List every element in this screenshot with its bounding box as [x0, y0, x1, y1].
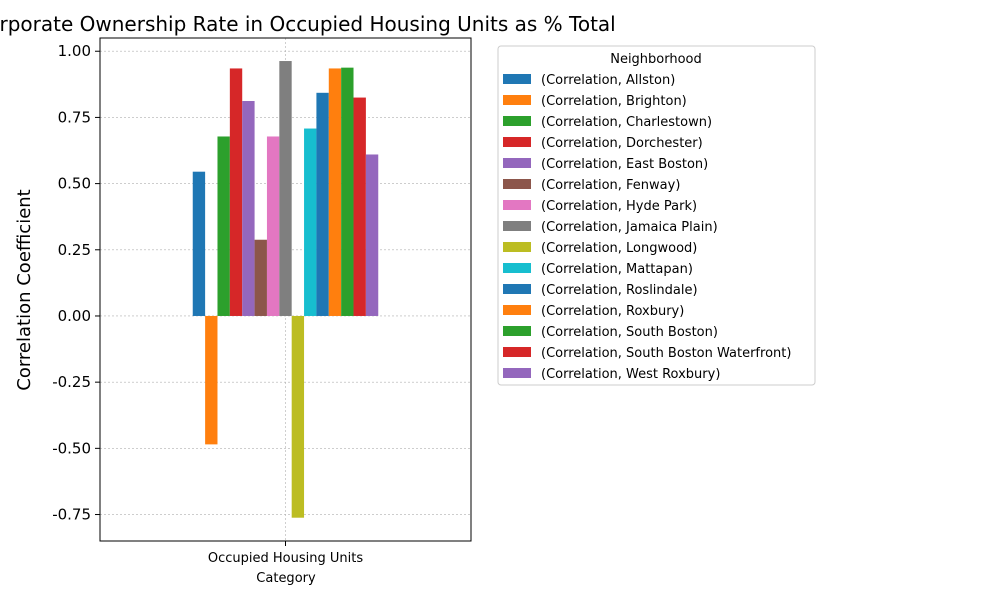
legend-swatch — [503, 200, 531, 210]
x-axis-label: Category — [256, 571, 316, 586]
y-tick-label: 0.25 — [58, 241, 91, 259]
y-tick-label: 0.75 — [58, 108, 91, 126]
legend-label: (Correlation, Hyde Park) — [541, 199, 697, 214]
bars — [192, 61, 379, 518]
x-axis-ticks: Occupied Housing Units — [208, 541, 363, 566]
legend-swatch — [503, 347, 531, 357]
bar — [365, 154, 379, 316]
y-axis-ticks: -0.75 -0.50 -0.25 0.00 0.25 0.50 0.75 1.00 — [52, 42, 100, 524]
legend-label: (Correlation, Longwood) — [541, 241, 697, 256]
bar — [341, 67, 354, 316]
y-tick-label: 0.00 — [58, 307, 91, 325]
x-tick-label: Occupied Housing Units — [208, 551, 363, 566]
legend-swatch — [503, 221, 531, 231]
legend-label: (Correlation, Roxbury) — [541, 304, 684, 319]
legend-swatch — [503, 158, 531, 168]
legend-swatch — [503, 368, 531, 378]
legend-label: (Correlation, West Roxbury) — [541, 367, 720, 382]
bar — [353, 97, 366, 316]
chart-title: h Corporate Ownership Rate in Occupied H… — [0, 12, 616, 36]
bar — [291, 315, 305, 518]
bar — [279, 61, 292, 316]
legend-items: (Correlation, Allston) (Correlation, Brig… — [503, 73, 791, 382]
legend-swatch — [503, 179, 531, 189]
legend-label: (Correlation, South Boston Waterfront) — [541, 346, 791, 361]
legend: Neighborhood (Correlation, Allston)(Corr… — [497, 45, 816, 386]
legend-label: (Correlation, Fenway) — [541, 178, 680, 193]
legend-swatch — [503, 284, 531, 294]
y-tick-label: -0.50 — [52, 439, 91, 457]
legend-swatch — [503, 137, 531, 147]
bar — [304, 128, 317, 316]
legend-label: (Correlation, South Boston) — [541, 325, 718, 340]
bar — [316, 92, 329, 316]
bar — [328, 68, 342, 316]
y-tick-label: 1.00 — [58, 42, 91, 60]
bar — [254, 239, 267, 316]
legend-label: (Correlation, Brighton) — [541, 94, 687, 109]
legend-swatch — [503, 95, 531, 105]
bar — [192, 171, 206, 316]
legend-label: (Correlation, East Boston) — [541, 157, 708, 172]
legend-swatch — [503, 326, 531, 336]
bar — [205, 315, 218, 445]
legend-label: (Correlation, Mattapan) — [541, 262, 693, 277]
legend-label: (Correlation, Allston) — [541, 73, 675, 88]
legend-swatch — [503, 242, 531, 252]
y-tick-label: -0.75 — [52, 506, 91, 524]
bar — [229, 68, 243, 316]
legend-swatch — [503, 116, 531, 126]
legend-swatch — [503, 305, 531, 315]
legend-swatch — [503, 263, 531, 273]
legend-label: (Correlation, Dorchester) — [541, 136, 703, 151]
legend-label: (Correlation, Charlestown) — [541, 115, 712, 130]
legend-label: (Correlation, Roslindale) — [541, 283, 698, 298]
legend-swatch — [503, 74, 531, 84]
bar — [217, 136, 230, 316]
legend-label: (Correlation, Jamaica Plain) — [541, 220, 718, 235]
legend-box — [497, 45, 816, 386]
legend-title: Neighborhood — [610, 52, 702, 67]
y-axis-label: Correlation Coefficient — [14, 189, 35, 390]
y-tick-label: -0.25 — [52, 373, 91, 391]
bar — [242, 101, 255, 316]
y-tick-label: 0.50 — [58, 175, 91, 193]
bar — [266, 136, 280, 316]
